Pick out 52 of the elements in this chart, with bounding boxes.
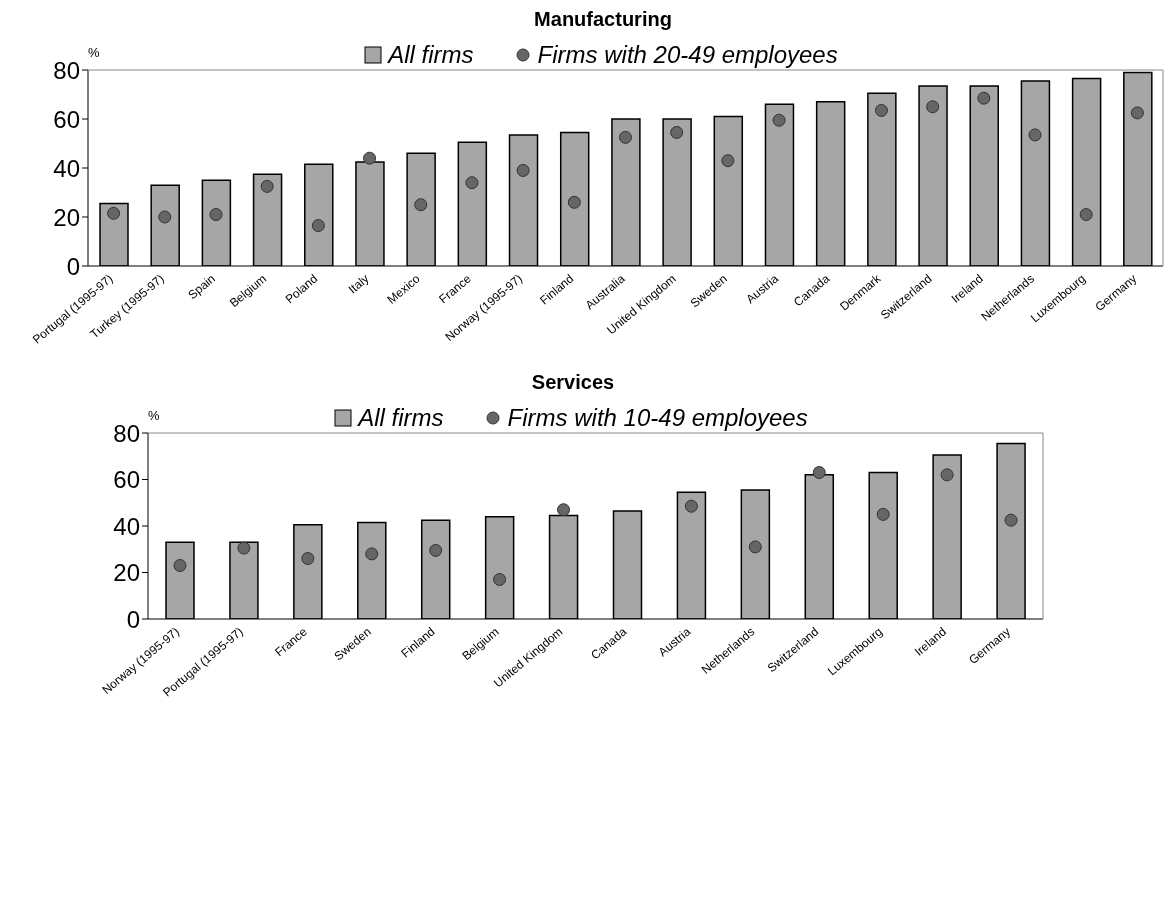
legend-label: All firms (388, 41, 474, 69)
point (1130, 106, 1144, 120)
legend-label: Firms with 20-49 employees (537, 41, 838, 69)
y-axis-title: % (88, 45, 100, 61)
point (670, 125, 684, 139)
point (516, 163, 530, 177)
point (465, 176, 479, 190)
point (977, 91, 991, 105)
point (237, 541, 251, 555)
point (1004, 513, 1018, 527)
point (1079, 208, 1093, 222)
point (363, 151, 377, 165)
point (721, 154, 735, 168)
y-tick-label: 20 (53, 203, 80, 231)
point (414, 198, 428, 212)
point (748, 540, 762, 554)
point (260, 179, 274, 193)
point (876, 507, 890, 521)
y-tick-label: 0 (126, 605, 140, 633)
point (173, 559, 187, 573)
point (493, 572, 507, 586)
y-tick-label: 40 (53, 154, 80, 182)
legend-label: All firms (358, 404, 444, 432)
y-tick-label: 60 (53, 105, 80, 133)
chart-title: Manufacturing (533, 8, 673, 31)
chart-title: Services (530, 371, 616, 394)
point (158, 210, 172, 224)
point (874, 103, 888, 117)
point (311, 219, 325, 233)
point (209, 208, 223, 222)
point (557, 503, 571, 517)
y-axis-title: % (148, 408, 160, 424)
x-tick-label: Italy (345, 271, 372, 297)
point (1028, 128, 1042, 142)
point (940, 468, 954, 482)
point (926, 100, 940, 114)
y-tick-label: 80 (113, 419, 140, 447)
y-tick-label: 80 (53, 56, 80, 84)
y-tick-label: 0 (66, 252, 80, 280)
y-tick-label: 60 (113, 466, 140, 494)
point (772, 113, 786, 127)
legend-label: Firms with 10-49 employees (507, 404, 808, 432)
y-tick-label: 40 (113, 512, 140, 540)
point (567, 195, 581, 209)
point (301, 552, 315, 566)
point (429, 543, 443, 557)
y-tick-label: 20 (113, 559, 140, 587)
point (107, 206, 121, 220)
point (619, 130, 632, 144)
point (684, 499, 698, 513)
point (812, 466, 826, 480)
point (365, 547, 379, 561)
